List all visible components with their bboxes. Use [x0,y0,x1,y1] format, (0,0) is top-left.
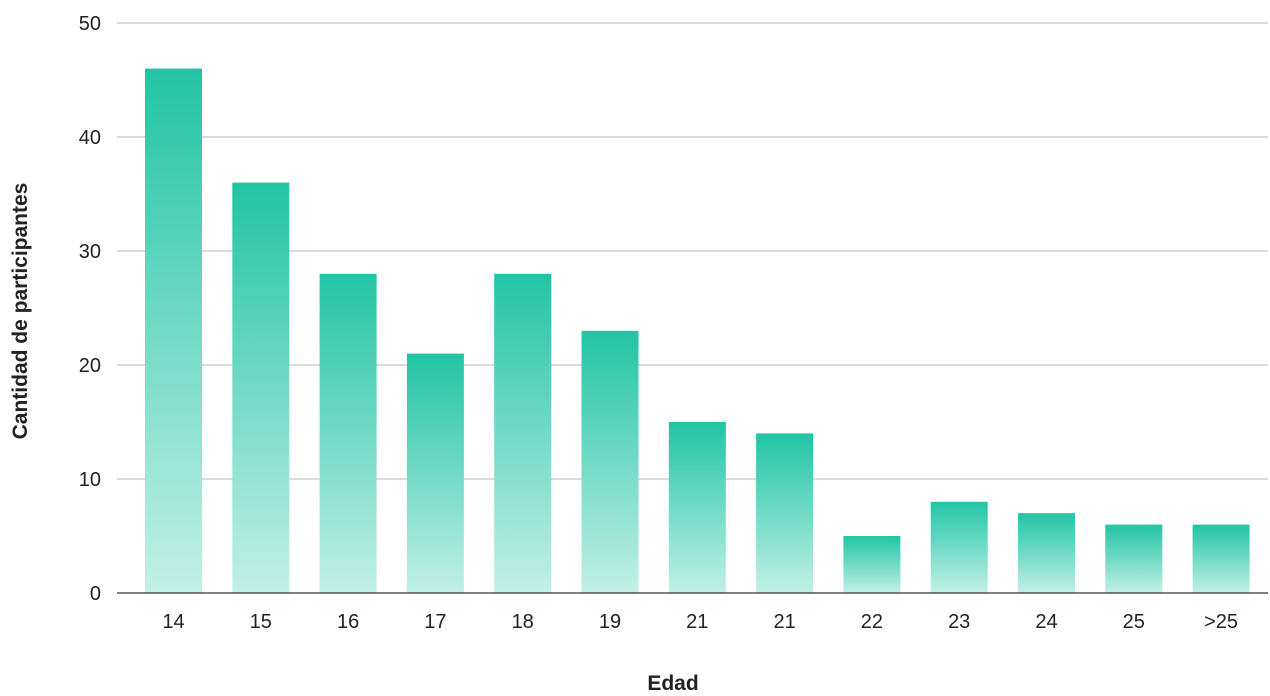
y-tick-label: 10 [79,469,101,491]
gridlines [117,22,1268,480]
bar [145,68,202,594]
bar [406,353,464,593]
x-tick-label: 17 [424,611,446,633]
bar [581,330,639,593]
x-tick-label: 24 [1035,611,1057,633]
x-tick-label: 16 [337,611,359,633]
x-tick-label: 23 [948,611,970,633]
bar [319,273,377,593]
x-tick-label: >25 [1204,611,1238,633]
bar [1018,513,1075,593]
bar [1192,524,1250,593]
y-tick-label: 30 [79,241,101,263]
bar [232,182,290,593]
x-tick-label: 25 [1123,611,1145,633]
x-tick-label: 22 [861,611,883,633]
y-axis-title: Cantidad de participantes [9,183,32,440]
x-tick-label: 15 [250,611,272,633]
y-tick-label: 40 [79,127,101,149]
x-tick-label: 21 [773,611,795,633]
y-tick-label: 0 [90,583,101,605]
bar [494,273,552,593]
x-tick-label: 14 [162,611,184,633]
bar [843,536,901,593]
bar [1105,524,1163,593]
axes: 0 10 20 30 40 50 14 15 16 17 18 19 21 21 22 23 24 25 >25 [79,13,1268,633]
bar [756,433,814,593]
bars [145,68,1250,594]
x-tick-label: 21 [686,611,708,633]
bar [668,422,726,593]
x-tick-label: 18 [512,611,534,633]
bar [930,501,988,593]
y-tick-label: 50 [79,13,101,35]
x-tick-label: 19 [599,611,621,633]
x-axis-title: Edad [647,672,698,691]
y-tick-label: 20 [79,355,101,377]
